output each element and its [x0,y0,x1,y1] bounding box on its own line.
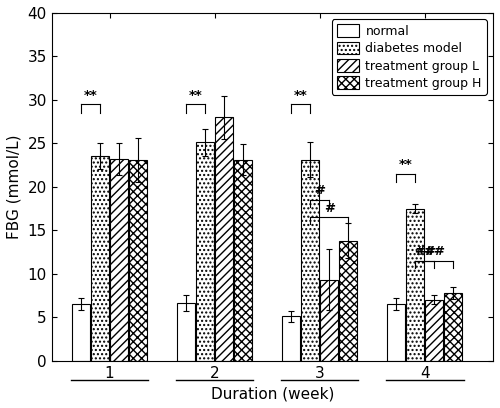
Bar [444,293,462,361]
Text: #: # [324,202,334,215]
Text: **: ** [189,89,202,102]
Legend: normal, diabetes model, treatment group L, treatment group H: normal, diabetes model, treatment group … [332,19,487,95]
Bar [72,304,90,361]
Bar [282,316,300,361]
Bar [425,300,443,361]
X-axis label: Duration (week): Duration (week) [210,386,334,401]
Bar [91,156,109,361]
Bar [301,160,319,361]
Text: ##: ## [414,245,436,258]
Bar [129,160,147,361]
Bar [215,117,233,361]
Bar [177,303,195,361]
Y-axis label: FBG (mmol/L): FBG (mmol/L) [7,135,22,239]
Text: **: ** [294,89,308,102]
Bar [339,241,357,361]
Text: **: ** [399,158,412,171]
Bar [406,208,424,361]
Text: #: # [314,184,325,197]
Bar [110,159,128,361]
Text: **: ** [84,89,98,102]
Bar [388,304,406,361]
Text: ##: ## [423,245,445,258]
Bar [234,160,252,361]
Bar [320,280,338,361]
Bar [196,142,214,361]
